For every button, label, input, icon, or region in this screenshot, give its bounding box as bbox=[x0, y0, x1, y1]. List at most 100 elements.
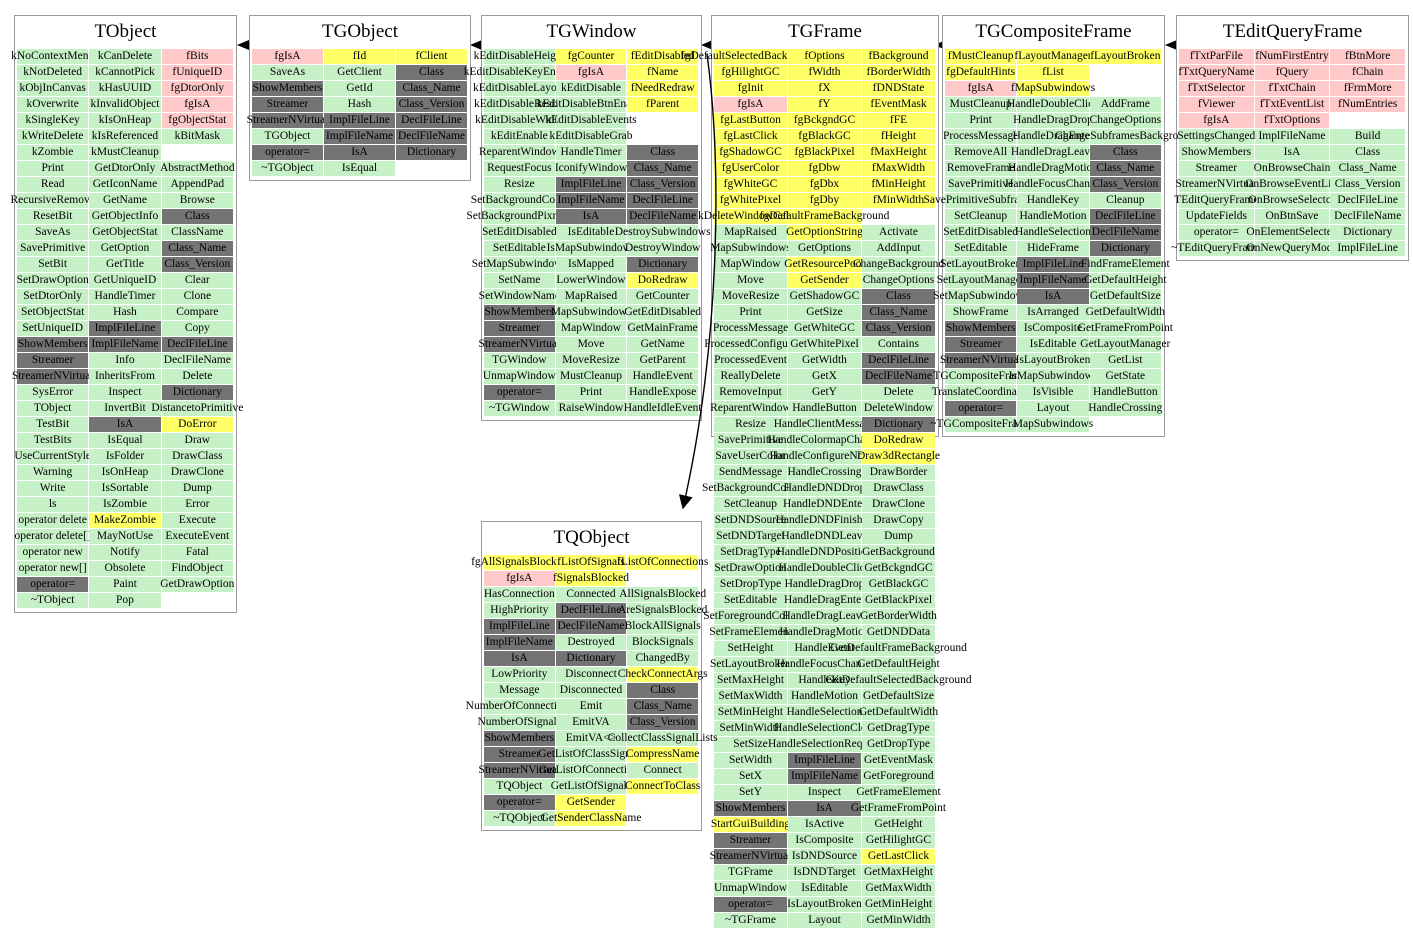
member-cell[interactable]: SavePrimitive bbox=[714, 433, 787, 448]
member-cell[interactable]: operator new[] bbox=[17, 561, 89, 576]
member-cell[interactable]: SettingsChanged bbox=[1177, 129, 1256, 144]
member-cell[interactable]: HasConnection bbox=[483, 587, 555, 602]
member-cell[interactable]: SavePrimitive bbox=[945, 177, 1017, 192]
member-cell[interactable]: HandleDNDDrop bbox=[783, 481, 866, 496]
member-cell[interactable]: IsMapped bbox=[555, 257, 627, 272]
member-cell[interactable]: fX bbox=[788, 81, 861, 96]
member-cell[interactable]: IsLayoutBroken bbox=[1015, 353, 1091, 368]
member-cell[interactable]: ImplFileName bbox=[788, 769, 861, 784]
member-cell[interactable]: SetBit bbox=[17, 257, 89, 272]
member-cell[interactable]: ChangeSubframesBackground bbox=[1055, 129, 1196, 144]
member-cell[interactable]: StreamerNVirtual bbox=[709, 849, 792, 864]
member-cell[interactable]: fListOfSignals bbox=[555, 555, 627, 570]
member-cell[interactable]: GetWhitePixel bbox=[788, 337, 861, 352]
member-cell[interactable]: IsFolder bbox=[89, 449, 161, 464]
member-cell[interactable]: Class_Name bbox=[627, 699, 698, 714]
member-cell[interactable]: GetWidth bbox=[788, 353, 861, 368]
member-cell[interactable]: fgDbx bbox=[788, 177, 861, 192]
member-cell[interactable]: kEditDisableEvents bbox=[545, 113, 637, 128]
member-cell[interactable]: HandleColormapChange bbox=[767, 433, 882, 448]
member-cell[interactable]: ShowFrame bbox=[945, 305, 1017, 320]
member-cell[interactable]: Info bbox=[89, 353, 161, 368]
member-cell[interactable]: IsMapSubwindows bbox=[546, 241, 636, 256]
member-cell[interactable]: ProcessedEvent bbox=[714, 353, 787, 368]
member-cell[interactable]: ImplFileName bbox=[324, 129, 395, 144]
member-cell[interactable]: fgDtorOnly bbox=[161, 81, 233, 96]
member-cell[interactable]: Dictionary bbox=[627, 257, 698, 272]
member-cell[interactable]: kEditEnable bbox=[484, 129, 555, 144]
member-cell[interactable]: GetDefaultWidth bbox=[1085, 305, 1166, 320]
member-cell[interactable]: fgInit bbox=[714, 81, 787, 96]
member-cell[interactable]: DeclFileLine bbox=[1330, 193, 1405, 208]
member-cell[interactable]: Emit bbox=[555, 699, 627, 714]
member-cell[interactable]: HighPriority bbox=[484, 603, 555, 618]
member-cell[interactable]: GetId bbox=[324, 81, 395, 96]
member-cell[interactable]: SetUniqueID bbox=[17, 321, 89, 336]
member-cell[interactable]: fgBlackGC bbox=[788, 129, 861, 144]
member-cell[interactable]: GetOptions bbox=[788, 241, 861, 256]
member-cell[interactable]: ExecuteEvent bbox=[161, 529, 233, 544]
member-cell[interactable]: Move bbox=[555, 337, 627, 352]
member-cell[interactable]: fList bbox=[1017, 65, 1089, 80]
member-cell[interactable]: HandleDNDEnter bbox=[782, 497, 867, 512]
member-cell[interactable]: Class_Name bbox=[396, 81, 467, 96]
member-cell[interactable]: kOverwrite bbox=[17, 97, 89, 112]
member-cell[interactable]: TestBit bbox=[17, 417, 89, 432]
member-cell[interactable]: ~TEditQueryFrame bbox=[1171, 241, 1262, 256]
member-cell[interactable]: GetListOfSignals bbox=[550, 779, 632, 794]
member-cell[interactable]: Hash bbox=[324, 97, 395, 112]
member-cell[interactable]: OnBtnSave bbox=[1254, 209, 1330, 224]
member-cell[interactable]: Dictionary bbox=[862, 417, 935, 432]
member-cell[interactable]: MapRaised bbox=[555, 289, 627, 304]
member-cell[interactable]: GetListOfClassSignals bbox=[538, 747, 644, 762]
member-cell[interactable]: Class_Name bbox=[862, 305, 935, 320]
member-cell[interactable]: Print bbox=[555, 385, 627, 400]
member-cell[interactable]: DrawBorder bbox=[862, 465, 935, 480]
member-cell[interactable]: Cleanup bbox=[1089, 193, 1161, 208]
member-cell[interactable]: ~TGObject bbox=[252, 161, 323, 176]
member-cell[interactable]: HandleSelectionRequest bbox=[767, 737, 882, 752]
member-cell[interactable]: IsMapSubwindows bbox=[1008, 369, 1098, 384]
class-title-tgcompositeframe[interactable]: TGCompositeFrame bbox=[975, 21, 1132, 42]
member-cell[interactable]: SetMaxWidth bbox=[714, 689, 787, 704]
member-cell[interactable]: SendMessage bbox=[714, 465, 787, 480]
member-cell[interactable]: SetForegroundColor bbox=[703, 609, 798, 624]
member-cell[interactable]: SetDtorOnly bbox=[17, 289, 89, 304]
member-cell[interactable]: SetDNDSource bbox=[714, 513, 787, 528]
member-cell[interactable]: fClient bbox=[396, 49, 467, 64]
member-cell[interactable]: Dictionary bbox=[396, 145, 467, 160]
member-cell[interactable]: ImplFileLine bbox=[788, 753, 861, 768]
member-cell[interactable]: DeclFileName bbox=[627, 209, 698, 224]
member-cell[interactable]: SetWidth bbox=[714, 753, 787, 768]
member-cell[interactable]: NumberOfSignals bbox=[477, 715, 562, 730]
member-cell[interactable]: GetIconName bbox=[89, 177, 161, 192]
member-cell[interactable]: GetDropType bbox=[862, 737, 935, 752]
member-cell[interactable]: ProcessMessage bbox=[712, 321, 789, 336]
member-cell[interactable]: fNumEntries bbox=[1330, 97, 1405, 112]
member-cell[interactable]: GetHeight bbox=[862, 817, 935, 832]
member-cell[interactable]: fgLastButton bbox=[714, 113, 787, 128]
member-cell[interactable]: StreamerNVirtual bbox=[939, 353, 1022, 368]
member-cell[interactable]: TObject bbox=[17, 401, 89, 416]
member-cell[interactable]: GetBackground bbox=[862, 545, 935, 560]
member-cell[interactable]: fgShadowGC bbox=[714, 145, 787, 160]
member-cell[interactable]: StartGuiBuilding bbox=[710, 817, 791, 832]
member-cell[interactable]: GetMaxWidth bbox=[862, 881, 935, 896]
member-cell[interactable]: SetName bbox=[484, 273, 555, 288]
member-cell[interactable]: kInvalidObject bbox=[89, 97, 161, 112]
member-cell[interactable]: Draw3dRectangle bbox=[856, 449, 941, 464]
member-cell[interactable]: operator= bbox=[484, 385, 555, 400]
member-cell[interactable]: HandleDoubleClick bbox=[1007, 97, 1099, 112]
member-cell[interactable]: AddFrame bbox=[1089, 97, 1161, 112]
member-cell[interactable]: ls bbox=[17, 497, 89, 512]
member-cell[interactable]: HandleDragDrop bbox=[1013, 113, 1093, 128]
class-title-tobject[interactable]: TObject bbox=[94, 21, 157, 42]
member-cell[interactable]: Streamer bbox=[484, 321, 555, 336]
member-cell[interactable]: SetEditable bbox=[484, 241, 555, 256]
member-cell[interactable]: fWidth bbox=[788, 65, 861, 80]
member-cell[interactable]: kBitMask bbox=[161, 129, 233, 144]
member-cell[interactable]: HandleFocusChange bbox=[776, 657, 873, 672]
member-cell[interactable]: GetList bbox=[1089, 353, 1161, 368]
member-cell[interactable]: DeclFileLine bbox=[396, 113, 467, 128]
member-cell[interactable]: GetDefaultWidth bbox=[858, 705, 939, 720]
